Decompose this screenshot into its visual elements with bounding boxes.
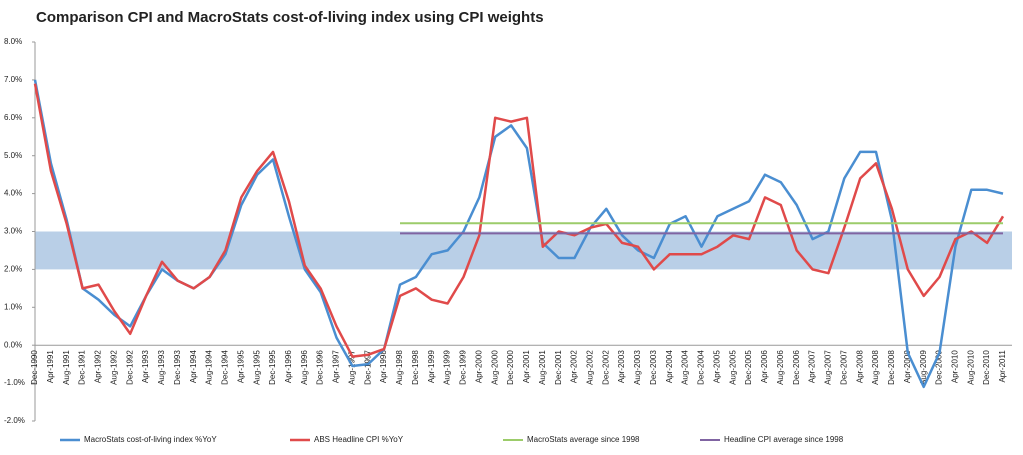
- x-tick-label: Apr-2008: [855, 350, 864, 383]
- x-tick-label: Aug-2005: [728, 350, 737, 385]
- y-tick-label: 3.0%: [4, 227, 22, 236]
- x-tick-label: Dec-1999: [459, 350, 468, 385]
- x-tick-label: Apr-2011: [998, 350, 1007, 383]
- x-tick-label: Apr-1995: [236, 350, 245, 383]
- x-tick-label: Aug-1993: [157, 350, 166, 385]
- x-tick-label: Aug-1998: [395, 350, 404, 385]
- x-tick-label: Dec-2002: [601, 350, 610, 385]
- x-tick-label: Dec-1992: [125, 350, 134, 385]
- x-tick-label: Apr-2000: [474, 350, 483, 383]
- x-tick-label: Aug-1999: [443, 350, 452, 385]
- x-tick-label: Dec-2001: [554, 350, 563, 385]
- x-tick-label: Aug-1994: [205, 350, 214, 385]
- x-tick-label: Aug-1996: [300, 350, 309, 385]
- x-tick-label: Dec-2009: [935, 350, 944, 385]
- x-tick-label: Aug-2007: [824, 350, 833, 385]
- legend-label: MacroStats average since 1998: [527, 435, 640, 444]
- x-tick-label: Apr-2010: [951, 350, 960, 383]
- x-tick-label: Apr-2005: [712, 350, 721, 383]
- y-tick-label: -1.0%: [4, 378, 25, 387]
- x-tick-label: Apr-2009: [903, 350, 912, 383]
- x-tick-label: Apr-2004: [665, 350, 674, 383]
- y-tick-label: 1.0%: [4, 302, 22, 311]
- x-tick-label: Aug-1997: [347, 350, 356, 385]
- x-tick-label: Apr-1998: [379, 350, 388, 383]
- x-tick-label: Aug-2002: [586, 350, 595, 385]
- series-line: [33, 83, 1005, 358]
- x-tick-label: Apr-1999: [427, 350, 436, 383]
- x-tick-label: Aug-2004: [681, 350, 690, 385]
- x-tick-label: Dec-2006: [792, 350, 801, 385]
- x-tick-label: Dec-2007: [839, 350, 848, 385]
- x-tick-label: Aug-2006: [776, 350, 785, 385]
- y-tick-label: 0.0%: [4, 340, 22, 349]
- x-tick-label: Apr-1996: [284, 350, 293, 383]
- x-tick-label: Dec-2010: [982, 350, 991, 385]
- x-tick-label: Apr-2003: [617, 350, 626, 383]
- x-tick-label: Apr-1992: [94, 350, 103, 383]
- x-tick-label: Aug-2008: [871, 350, 880, 385]
- x-tick-label: Dec-1990: [30, 350, 39, 385]
- x-tick-label: Dec-2005: [744, 350, 753, 385]
- x-tick-label: Dec-2008: [887, 350, 896, 385]
- y-tick-label: 4.0%: [4, 189, 22, 198]
- x-tick-label: Apr-1997: [332, 350, 341, 383]
- x-tick-label: Dec-1991: [78, 350, 87, 385]
- y-tick-label: 2.0%: [4, 265, 22, 274]
- legend-label: Headline CPI average since 1998: [724, 435, 844, 444]
- x-tick-label: Dec-1998: [411, 350, 420, 385]
- x-tick-label: Aug-1991: [62, 350, 71, 385]
- x-tick-label: Apr-2002: [570, 350, 579, 383]
- x-tick-label: Apr-2006: [760, 350, 769, 383]
- x-tick-label: Apr-1994: [189, 350, 198, 383]
- x-tick-label: Aug-2010: [966, 350, 975, 385]
- x-tick-label: Aug-2001: [538, 350, 547, 385]
- x-tick-label: Dec-2003: [649, 350, 658, 385]
- x-tick-label: Apr-1993: [141, 350, 150, 383]
- x-tick-label: Aug-2003: [633, 350, 642, 385]
- x-tick-label: Dec-1994: [221, 350, 230, 385]
- shaded-band: [35, 231, 1012, 270]
- chart-title: Comparison CPI and MacroStats cost-of-li…: [36, 9, 544, 26]
- x-tick-label: Dec-1993: [173, 350, 182, 385]
- x-tick-label: Aug-1992: [109, 350, 118, 385]
- legend-label: ABS Headline CPI %YoY: [314, 435, 404, 444]
- x-tick-label: Dec-2000: [506, 350, 515, 385]
- x-tick-label: Dec-1995: [268, 350, 277, 385]
- x-tick-label: Apr-2007: [808, 350, 817, 383]
- x-tick-label: Dec-2004: [697, 350, 706, 385]
- x-tick-label: Aug-2009: [919, 350, 928, 385]
- y-tick-label: -2.0%: [4, 416, 25, 425]
- x-tick-label: Aug-1995: [252, 350, 261, 385]
- y-tick-label: 6.0%: [4, 113, 22, 122]
- x-tick-label: Apr-1991: [46, 350, 55, 383]
- x-tick-label: Dec-1997: [363, 350, 372, 385]
- y-tick-label: 7.0%: [4, 75, 22, 84]
- x-tick-label: Aug-2000: [490, 350, 499, 385]
- x-tick-label: Apr-2001: [522, 350, 531, 383]
- y-tick-label: 5.0%: [4, 151, 22, 160]
- legend-label: MacroStats cost-of-living index %YoY: [84, 435, 217, 444]
- y-tick-label: 8.0%: [4, 37, 22, 46]
- x-tick-label: Dec-1996: [316, 350, 325, 385]
